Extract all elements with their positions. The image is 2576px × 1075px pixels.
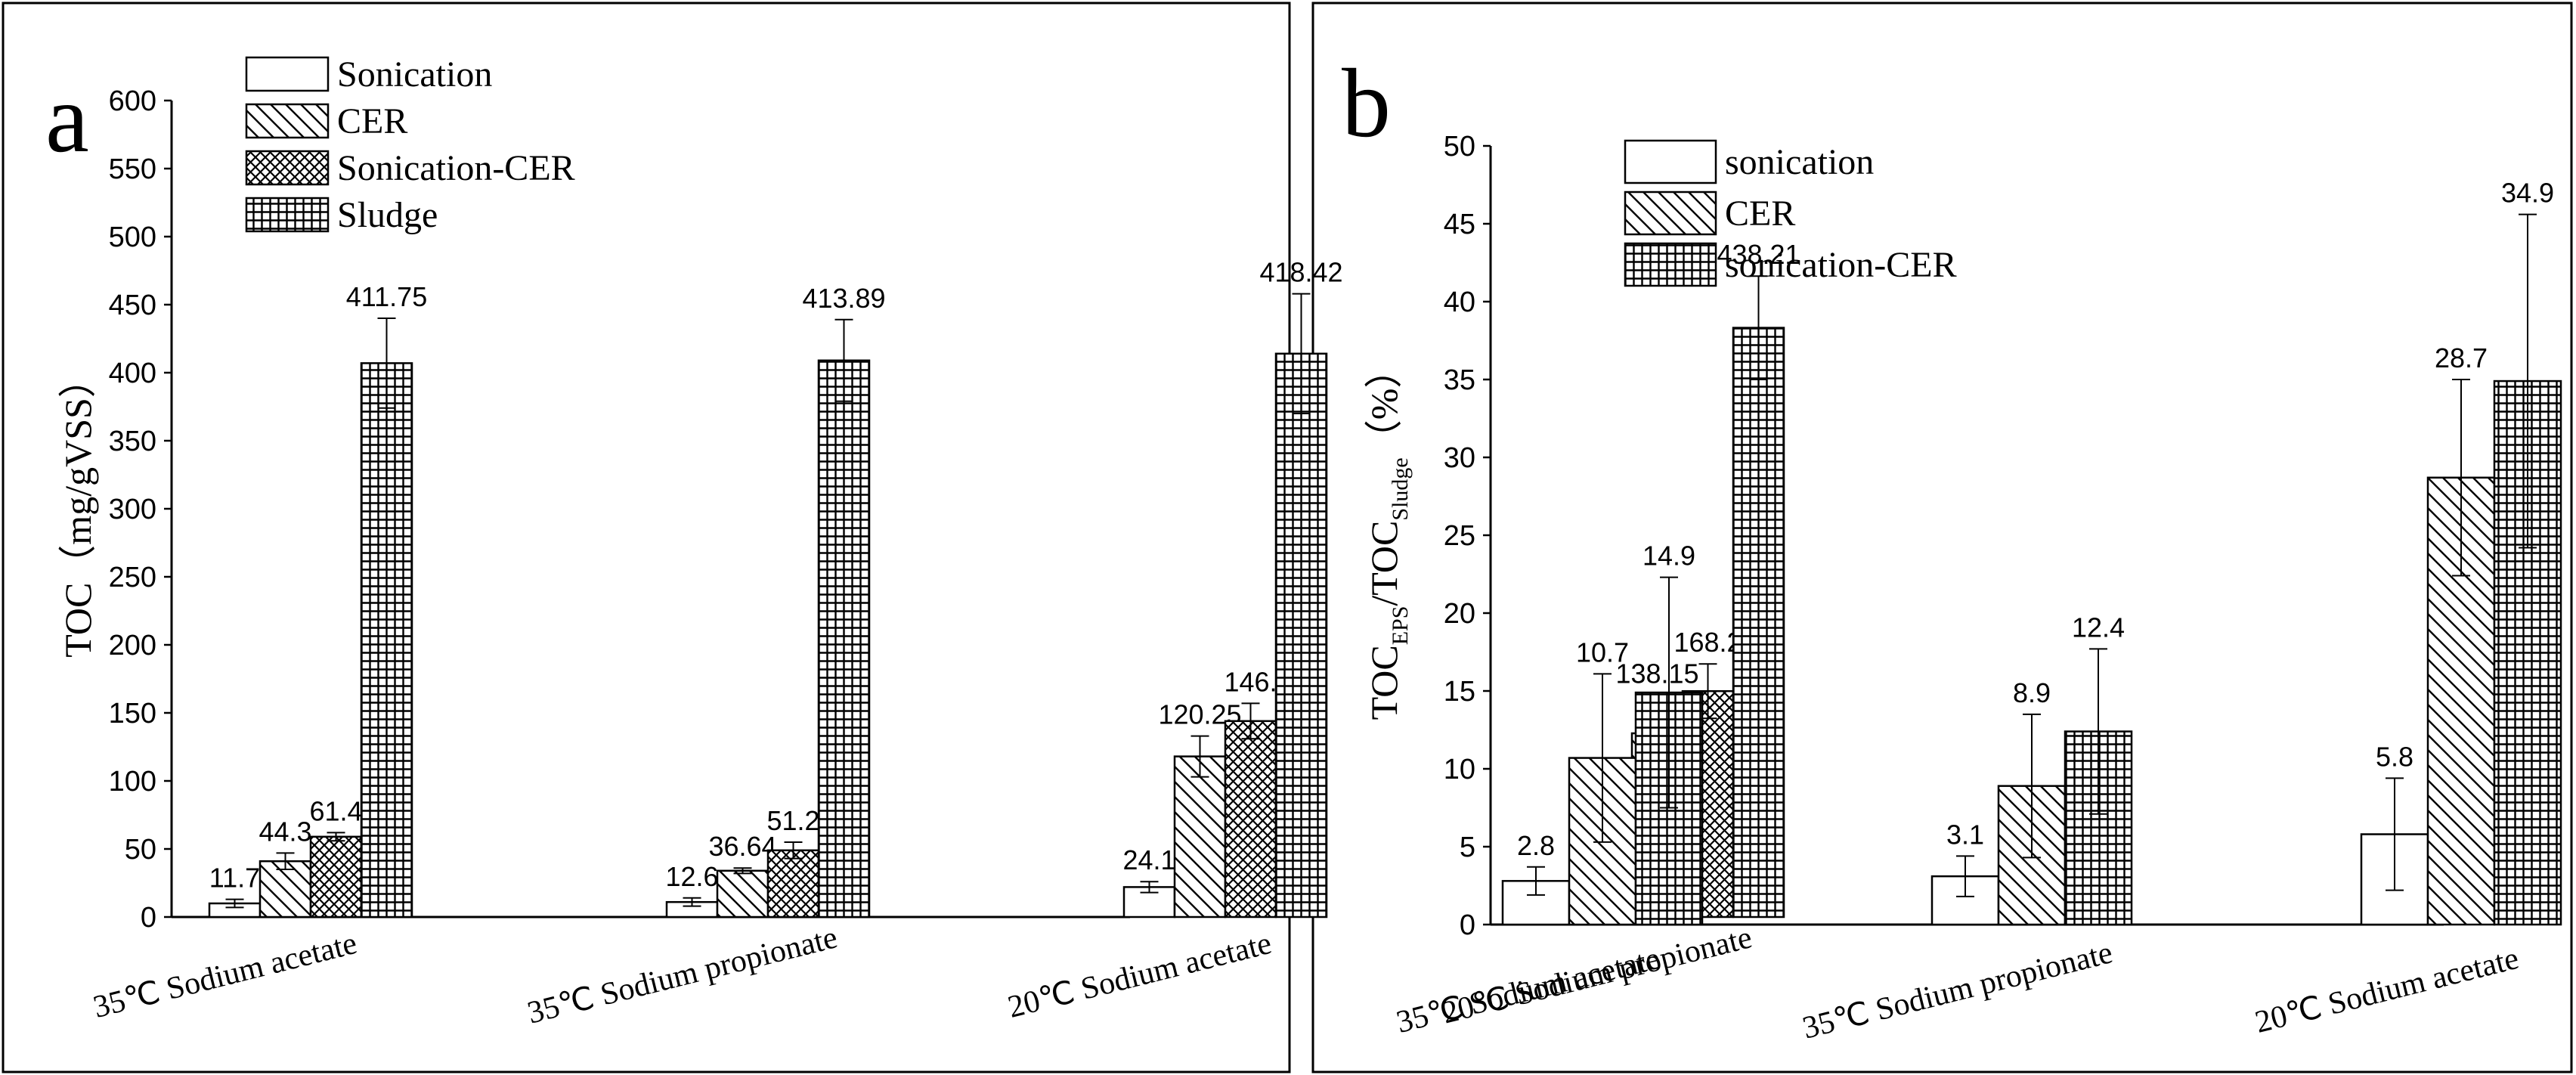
bar-sonication-cer (766, 849, 820, 919)
legend-label: sonication (1725, 142, 1874, 182)
data-label: 438.21 (1717, 239, 1800, 270)
y-tick-label: 450 (109, 290, 156, 321)
chart-b: b 0 5 10 15 20 25 30 35 40 45 50 TOCEPS/TOCSludge（%）… (1342, 49, 2562, 1046)
panel-a-letter: a (45, 64, 89, 173)
y-axis-label-sub: Sludge (1388, 457, 1413, 520)
category-label: 35℃ Sodium propionate (524, 920, 841, 1030)
data-label: 418.42 (1259, 257, 1342, 288)
legend-swatch (245, 56, 330, 92)
y-tick-label: 600 (109, 85, 156, 117)
category-label: 35℃ Sodium acetate (90, 926, 361, 1025)
y-tick-label: 400 (109, 358, 156, 389)
panel-b-letter: b (1342, 49, 1391, 158)
bar-sonication-cer (1224, 720, 1277, 919)
y-tick-label: 20 (1444, 598, 1475, 630)
bar-sonication-cer (309, 835, 363, 919)
y-axis-label-sub: EPS (1388, 606, 1413, 646)
data-label: 168.2 (1673, 627, 1742, 658)
y-axis-label: TOCEPS/TOCSludge（%） (1363, 351, 1413, 720)
legend-swatch (1624, 242, 1717, 287)
category-label: 20℃ Sodium acetate (1005, 926, 1275, 1025)
data-label: 11.7 (209, 863, 260, 894)
y-tick-label: 30 (1444, 442, 1475, 474)
y-tick-label: 0 (141, 902, 156, 934)
legend-swatch (245, 103, 330, 139)
legend-swatch (245, 150, 330, 186)
data-label: 36.64 (708, 831, 776, 862)
y-axis-label-part: /TOC (1363, 521, 1405, 606)
category-label: 35℃ Sodium propionate (1799, 935, 2116, 1046)
data-label: 138.15 (1615, 658, 1698, 689)
y-axis-label-part: （%） (1363, 351, 1405, 458)
data-label: 3.1 (1946, 819, 1984, 850)
y-tick-label: 350 (109, 426, 156, 457)
data-label: 24.1 (1122, 844, 1175, 875)
data-label: 28.7 (2435, 342, 2488, 373)
data-label: 411.75 (346, 281, 427, 312)
bar-cer (716, 869, 769, 919)
y-tick-label: 35 (1444, 364, 1475, 396)
data-label: 2.8 (1517, 830, 1555, 861)
legend-swatch (1624, 191, 1717, 236)
y-tick-label: 250 (109, 562, 156, 593)
y-tick-label: 500 (109, 222, 156, 253)
data-label: 14.9 (1643, 541, 1695, 572)
legend-label: Sonication-CER (337, 148, 575, 188)
legend-label: CER (337, 101, 407, 141)
data-label: 8.9 (2013, 677, 2051, 708)
data-label: 12.4 (2072, 612, 2125, 643)
bar-sludge (1274, 352, 1328, 919)
legend-label: Sonication (337, 54, 492, 94)
y-tick-label: 5 (1460, 832, 1475, 863)
legend-label: CER (1725, 194, 1795, 234)
y-tick-label: 25 (1444, 520, 1475, 552)
data-label: 5.8 (2376, 741, 2413, 772)
bar-sludge (360, 362, 413, 919)
y-tick-label: 100 (109, 766, 156, 798)
legend-swatch (1624, 139, 1717, 184)
y-axis-label: TOC（mg/gVSS） (57, 360, 99, 658)
y-tick-label: 150 (109, 698, 156, 730)
y-tick-label: 15 (1444, 676, 1475, 708)
data-label: 10.7 (1576, 637, 1629, 668)
y-tick-label: 550 (109, 153, 156, 185)
legend-swatch (245, 197, 330, 233)
category-label: 20℃ Sodium acetate (2252, 941, 2522, 1040)
y-axis-label-part: TOC (1363, 645, 1405, 720)
y-tick-label: 45 (1444, 209, 1475, 240)
data-label: 12.6 (665, 861, 718, 892)
bar-sludge (817, 359, 871, 919)
y-tick-label: 300 (109, 494, 156, 525)
data-label: 34.9 (2501, 178, 2554, 209)
bar-cer (1173, 755, 1227, 919)
y-tick-label: 10 (1444, 754, 1475, 785)
y-tick-label: 50 (125, 834, 156, 866)
panel-a-border (2, 2, 1291, 1073)
data-label: 61.4 (309, 795, 362, 826)
legend-label: Sludge (337, 195, 438, 235)
legend-label: sonication-CER (1725, 245, 1957, 285)
data-label: 146. (1224, 666, 1277, 697)
bar-sludge (1732, 327, 1785, 919)
y-tick-label: 40 (1444, 287, 1475, 318)
data-label: 44.3 (259, 816, 311, 847)
y-tick-label: 0 (1460, 909, 1475, 941)
data-label: 51.2 (766, 805, 819, 836)
y-tick-label: 50 (1444, 131, 1475, 163)
category-label: 35℃ Sodium acetate (1393, 941, 1664, 1040)
data-label: 413.89 (802, 283, 885, 314)
y-tick-label: 200 (109, 630, 156, 661)
